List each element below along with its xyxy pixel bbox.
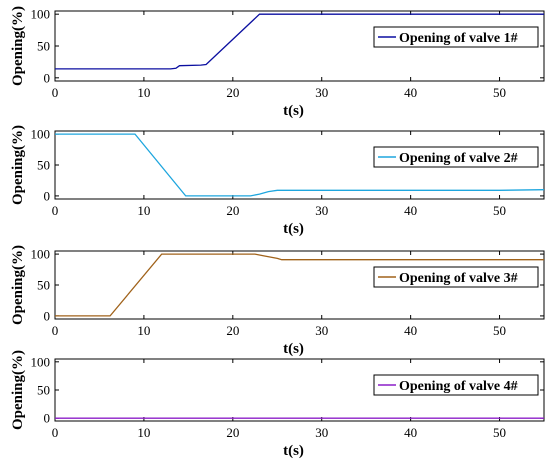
x-tick-label: 40 <box>404 323 417 338</box>
x-tick-label: 10 <box>137 203 150 218</box>
y-tick-label: 0 <box>44 70 51 85</box>
legend-box <box>373 266 539 288</box>
x-tick-label: 30 <box>315 425 328 440</box>
x-axis-label: t(s) <box>283 103 304 119</box>
x-tick-label: 30 <box>315 323 328 338</box>
legend: Opening of valve 3# <box>373 266 539 288</box>
legend-box <box>373 26 539 48</box>
legend-box <box>373 374 539 396</box>
series-line <box>55 13 544 70</box>
x-tick-label: 40 <box>404 425 417 440</box>
subplot-3: 0 10 20 30 40 50 0 50 100 t(s) Opening(%) Opening o… <box>10 245 545 357</box>
y-axis-label: Opening(%) <box>10 6 26 86</box>
x-tick-label: 0 <box>52 203 59 218</box>
legend: Opening of valve 4# <box>373 374 539 396</box>
y-tick-label: 50 <box>37 39 50 54</box>
x-axis-label: t(s) <box>283 443 304 459</box>
x-tick-label: 50 <box>493 203 506 218</box>
subplot-2: 0 10 20 30 40 50 0 50 100 t(s) Opening(%) Opening o… <box>10 125 545 237</box>
x-tick-label: 30 <box>315 203 328 218</box>
y-tick-label: 50 <box>37 158 50 173</box>
x-tick-label: 0 <box>52 425 59 440</box>
y-tick-label: 0 <box>44 411 51 426</box>
x-tick-label: 10 <box>137 323 150 338</box>
y-axis-label: Opening(%) <box>10 245 26 325</box>
y-tick-label: 50 <box>37 278 50 293</box>
legend-box <box>373 146 539 168</box>
series-line <box>55 253 544 317</box>
x-tick-label: 10 <box>137 425 150 440</box>
legend: Opening of valve 1# <box>373 26 539 48</box>
legend-label: Opening of valve 3# <box>399 271 518 286</box>
x-tick-label: 20 <box>226 85 239 100</box>
y-axis-label: Opening(%) <box>10 125 26 205</box>
x-tick-label: 0 <box>52 323 59 338</box>
x-tick-label: 30 <box>315 85 328 100</box>
legend: Opening of valve 2# <box>373 146 539 168</box>
y-tick-label: 0 <box>44 188 51 203</box>
subplot-1: 0 10 20 30 40 50 0 50 100 t(s) Opening(%) Opening o… <box>10 6 545 119</box>
x-tick-label: 50 <box>493 85 506 100</box>
x-tick-label: 0 <box>52 85 59 100</box>
x-tick-label: 40 <box>404 203 417 218</box>
y-tick-label: 0 <box>44 308 51 323</box>
x-tick-label: 20 <box>226 203 239 218</box>
y-tick-label: 100 <box>31 7 51 22</box>
y-tick-label: 100 <box>31 127 51 142</box>
y-axis-label: Opening(%) <box>10 350 26 430</box>
x-axis-label: t(s) <box>283 341 304 357</box>
y-tick-label: 100 <box>31 354 51 369</box>
legend-label: Opening of valve 1# <box>399 31 518 46</box>
subplot-4: 0 10 20 30 40 50 0 50 100 t(s) Opening(%) Opening o… <box>10 350 545 459</box>
x-tick-label: 10 <box>137 85 150 100</box>
x-axis-label: t(s) <box>283 221 304 237</box>
x-tick-label: 20 <box>226 323 239 338</box>
x-tick-label: 40 <box>404 85 417 100</box>
legend-label: Opening of valve 2# <box>399 151 518 166</box>
y-tick-label: 50 <box>37 383 50 398</box>
series-line <box>55 133 545 197</box>
y-tick-label: 100 <box>31 247 51 262</box>
x-tick-label: 50 <box>493 425 506 440</box>
x-tick-label: 20 <box>226 425 239 440</box>
x-tick-label: 50 <box>493 323 506 338</box>
legend-label: Opening of valve 4# <box>399 379 518 394</box>
